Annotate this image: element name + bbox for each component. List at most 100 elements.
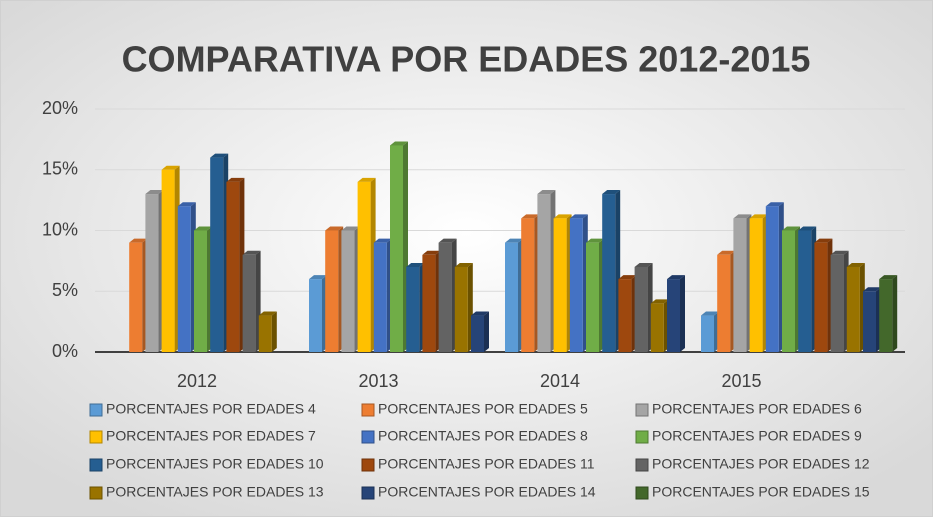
bar-top xyxy=(879,275,898,280)
bar-top xyxy=(537,190,556,195)
bar-top xyxy=(210,153,229,158)
legend-swatch xyxy=(89,403,103,417)
bar xyxy=(798,230,812,352)
bar xyxy=(226,181,240,352)
bar-top xyxy=(701,311,719,316)
bar xyxy=(830,254,844,352)
bar xyxy=(341,230,355,352)
bar xyxy=(701,315,714,352)
x-tick-label: 2015 xyxy=(721,371,761,391)
legend-swatch xyxy=(361,403,375,417)
bar xyxy=(814,242,828,352)
bar-side xyxy=(484,311,489,352)
bar-side xyxy=(680,275,685,352)
bar-top xyxy=(749,214,768,219)
bar xyxy=(422,254,436,352)
bar-top xyxy=(863,287,881,292)
bar-top xyxy=(634,262,653,267)
bar xyxy=(242,254,256,352)
legend-label: PORCENTAJES POR EDADES 6 xyxy=(652,401,862,417)
chart-title: COMPARATIVA POR EDADES 2012-2015 xyxy=(122,39,811,80)
bar xyxy=(879,279,893,352)
y-tick-label: 20% xyxy=(42,98,78,118)
bar xyxy=(733,218,747,352)
bar xyxy=(521,218,535,352)
legend-swatch xyxy=(89,430,103,444)
legend-label: PORCENTAJES POR EDADES 4 xyxy=(106,401,316,417)
legend-swatch xyxy=(361,430,375,444)
bar-top xyxy=(373,238,392,243)
bar xyxy=(634,266,648,352)
bar-top xyxy=(177,202,196,207)
bar xyxy=(210,157,224,352)
bar xyxy=(553,218,567,352)
bar xyxy=(177,206,191,352)
x-tick-label: 2013 xyxy=(358,371,398,391)
bar xyxy=(454,266,468,352)
bar-top xyxy=(586,238,604,243)
y-tick-label: 10% xyxy=(42,219,78,239)
bar-top xyxy=(553,214,572,219)
legend-swatch xyxy=(635,458,649,472)
legend-label: PORCENTAJES POR EDADES 7 xyxy=(106,428,316,444)
legend-label: PORCENTAJES POR EDADES 9 xyxy=(652,428,862,444)
legend-label: PORCENTAJES POR EDADES 10 xyxy=(106,456,324,472)
legend-swatch xyxy=(361,458,375,472)
bar-top xyxy=(830,250,849,255)
legend-label: PORCENTAJES POR EDADES 5 xyxy=(378,401,588,417)
bar-top xyxy=(569,214,588,219)
bar xyxy=(586,242,599,352)
bar xyxy=(846,266,860,352)
bar xyxy=(569,218,583,352)
legend-swatch xyxy=(635,430,649,444)
bar-top xyxy=(390,141,408,146)
bar-top xyxy=(667,275,685,280)
bar xyxy=(406,266,420,352)
bar-top xyxy=(814,238,833,243)
legend-label: PORCENTAJES POR EDADES 14 xyxy=(378,484,596,500)
legend-swatch xyxy=(361,486,375,500)
bar xyxy=(309,279,322,352)
legend-swatch xyxy=(635,486,649,500)
bar xyxy=(438,242,452,352)
bar xyxy=(618,279,632,352)
bar-top xyxy=(422,250,441,255)
bar xyxy=(357,181,371,352)
bar-top xyxy=(798,226,817,231)
bar-top xyxy=(406,262,425,267)
bar-top xyxy=(505,238,523,243)
bar-top xyxy=(145,190,164,195)
legend-label: PORCENTAJES POR EDADES 8 xyxy=(378,428,588,444)
bar-top xyxy=(325,226,344,231)
bar-top xyxy=(242,250,261,255)
bar xyxy=(537,194,551,352)
bar-top xyxy=(618,275,637,280)
bar-side xyxy=(271,311,277,352)
legend-swatch xyxy=(89,486,103,500)
bar xyxy=(129,242,143,352)
bar xyxy=(373,242,387,352)
legend-label: PORCENTAJES POR EDADES 13 xyxy=(106,484,324,500)
bar xyxy=(602,194,616,352)
bar xyxy=(258,315,272,352)
bar-top xyxy=(717,250,736,255)
bar-top xyxy=(471,311,489,316)
bar-top xyxy=(782,226,800,231)
bar xyxy=(505,242,518,352)
x-tick-label: 2014 xyxy=(540,371,580,391)
bar xyxy=(145,194,159,352)
bar xyxy=(390,145,403,352)
legend-label: PORCENTAJES POR EDADES 15 xyxy=(652,484,870,500)
y-tick-label: 5% xyxy=(52,280,78,300)
bar xyxy=(650,303,664,352)
bar xyxy=(863,291,876,352)
legend-swatch xyxy=(635,403,649,417)
bar-top xyxy=(161,165,180,170)
bar xyxy=(325,230,339,352)
bar-top xyxy=(341,226,360,231)
x-tick-label: 2012 xyxy=(177,371,217,391)
bar-top xyxy=(846,262,865,267)
y-tick-label: 0% xyxy=(52,341,78,361)
bar-top xyxy=(194,226,212,231)
